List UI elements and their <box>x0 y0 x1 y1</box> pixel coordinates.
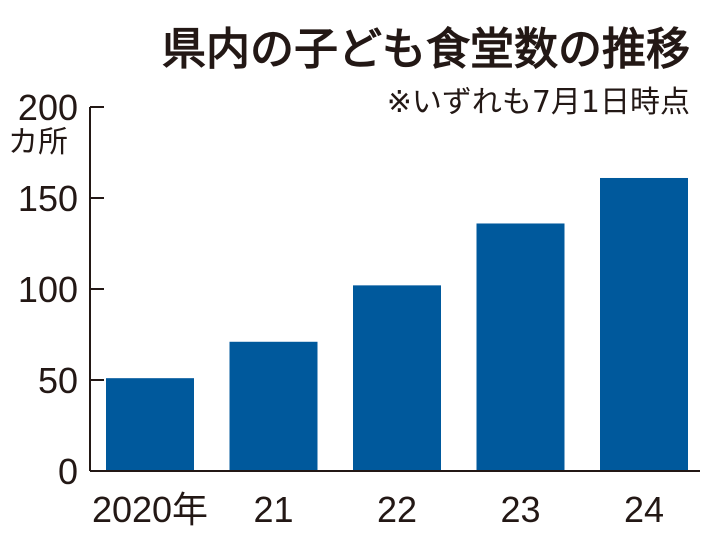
chart-title: 県内の子ども食堂数の推移 <box>162 24 690 75</box>
x-tick-label: 21 <box>253 489 293 530</box>
y-tick-label: 200 <box>18 87 78 128</box>
bar <box>229 341 318 471</box>
y-tick-label: 100 <box>18 269 78 310</box>
x-tick-label: 22 <box>377 489 417 530</box>
y-axis-tick-marks <box>90 106 104 472</box>
y-axis-ticks: 0 50 100 150 200 <box>18 87 78 492</box>
y-tick-label: 150 <box>18 178 78 219</box>
y-axis-unit-label: カ所 <box>8 125 68 160</box>
bar <box>353 285 441 471</box>
x-tick-label: 2020年 <box>92 489 208 530</box>
x-tick-label: 23 <box>500 489 540 530</box>
bar <box>106 378 194 471</box>
bar <box>476 223 565 471</box>
y-tick-label: 0 <box>58 451 78 492</box>
y-tick-label: 50 <box>38 360 78 401</box>
x-axis-labels: 2020年 21 22 23 24 <box>92 489 664 530</box>
chart-subtitle: ※いずれも7月1日時点 <box>387 85 690 120</box>
x-tick-label: 24 <box>624 489 664 530</box>
bar <box>600 177 688 472</box>
bars <box>106 177 688 472</box>
